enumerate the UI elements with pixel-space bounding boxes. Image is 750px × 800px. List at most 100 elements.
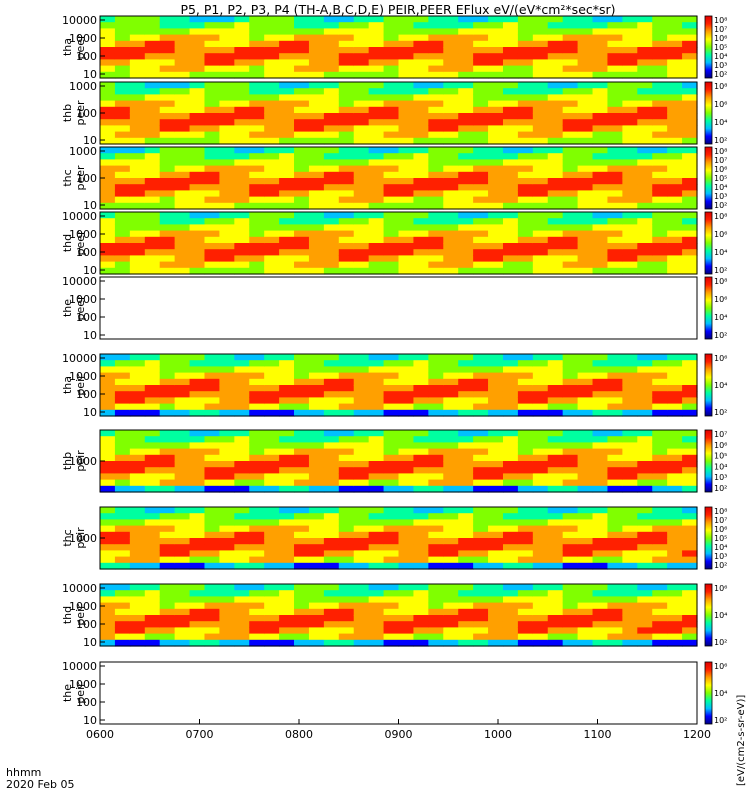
spectrogram-cell: [174, 544, 191, 551]
spectrogram-cell: [547, 88, 564, 95]
spectrogram-cell: [488, 88, 504, 95]
spectrogram-cell: [488, 621, 504, 628]
y-tick-label: 10: [83, 264, 97, 277]
spectrogram-cell: [234, 409, 250, 417]
spectrogram-cell: [622, 513, 638, 520]
spectrogram-cell: [502, 639, 519, 647]
spectrogram-cell: [562, 467, 579, 474]
spectrogram-cell: [532, 159, 549, 167]
spectrogram-cell: [607, 40, 623, 48]
spectrogram-cell: [428, 550, 444, 558]
spectrogram-cell: [607, 230, 623, 238]
spectrogram-cell: [323, 366, 340, 374]
spectrogram-cell: [532, 360, 549, 367]
spectrogram-cell: [189, 360, 206, 367]
spectrogram-cell: [458, 131, 474, 139]
spectrogram-cell: [398, 22, 415, 29]
spectrogram-cell: [637, 550, 653, 558]
colorbar-tick-label: 10⁵: [714, 43, 727, 52]
spectrogram-cell: [353, 473, 370, 481]
spectrogram-cell: [592, 16, 609, 23]
spectrogram-cell: [234, 249, 250, 256]
spectrogram-cell: [264, 100, 280, 108]
spectrogram-cell: [249, 627, 265, 635]
spectrogram-cell: [413, 178, 429, 185]
spectrogram-cell: [428, 436, 444, 443]
spectrogram-cell: [473, 159, 489, 167]
spectrogram-cell: [488, 436, 504, 443]
panel-instrument-label: peir: [74, 450, 87, 472]
spectrogram-cell: [249, 473, 265, 481]
spectrogram-cell: [279, 53, 295, 60]
spectrogram-cell: [338, 243, 355, 250]
spectrogram-cell: [338, 442, 355, 450]
spectrogram-cell: [264, 47, 280, 54]
spectrogram-cell: [159, 125, 176, 133]
spectrogram-cell: [622, 391, 638, 398]
spectrogram-cell: [428, 507, 444, 514]
spectrogram-cell: [607, 236, 623, 244]
spectrogram-cell: [607, 550, 623, 558]
spectrogram-cell: [264, 28, 280, 36]
spectrogram-cell: [308, 627, 325, 635]
spectrogram-cell: [159, 147, 176, 154]
spectrogram-cell: [159, 538, 176, 545]
spectrogram-cell: [114, 255, 131, 263]
spectrogram-cell: [473, 562, 489, 570]
spectrogram-cell: [249, 584, 265, 591]
spectrogram-cell: [100, 159, 116, 167]
spectrogram-cell: [443, 602, 459, 610]
spectrogram-cell: [129, 519, 146, 527]
spectrogram-cell: [622, 34, 638, 42]
spectrogram-cell: [144, 513, 161, 520]
spectrogram-cell: [129, 88, 146, 95]
spectrogram-cell: [607, 590, 623, 597]
spectrogram-cell: [682, 16, 698, 23]
spectrogram-cell: [383, 212, 400, 219]
spectrogram-cell: [652, 131, 668, 139]
spectrogram-cell: [682, 202, 698, 210]
spectrogram-cell: [532, 590, 549, 597]
panel-probe-label: thd: [61, 234, 74, 252]
panel-frame: [99, 276, 698, 340]
spectrogram-cell: [219, 519, 235, 527]
spectrogram-cell: [622, 230, 638, 238]
spectrogram-cell: [458, 473, 474, 481]
spectrogram-cell: [547, 360, 564, 367]
spectrogram-cell: [338, 485, 355, 493]
spectrogram-cell: [473, 125, 489, 133]
spectrogram-cell: [547, 137, 564, 145]
spectrogram-cell: [592, 544, 609, 551]
spectrogram-cell: [323, 403, 340, 411]
spectrogram-cell: [443, 113, 459, 120]
panel-probe-label: thc: [61, 529, 74, 546]
spectrogram-cell: [353, 261, 370, 269]
spectrogram-cell: [607, 47, 623, 54]
spectrogram-cell: [100, 171, 116, 179]
spectrogram-cell: [174, 190, 191, 198]
spectrogram-cell: [144, 212, 161, 219]
spectrogram-cell: [532, 531, 549, 539]
x-tick-label: 0600: [86, 728, 114, 741]
spectrogram-cell: [114, 71, 131, 79]
spectrogram-cell: [294, 267, 310, 275]
spectrogram-cell: [488, 602, 504, 610]
spectrogram-cell: [129, 218, 146, 225]
spectrogram-cell: [308, 113, 325, 120]
spectrogram-cell: [517, 602, 534, 610]
spectrogram-cell: [129, 473, 146, 481]
spectrogram-cell: [189, 40, 206, 48]
spectrogram-cell: [428, 22, 444, 29]
spectrogram-cell: [517, 255, 534, 263]
spectrogram-cell: [279, 513, 295, 520]
spectrogram-cell: [443, 473, 459, 481]
spectrogram-cell: [473, 473, 489, 481]
spectrogram-cell: [592, 372, 609, 380]
spectrogram-cell: [383, 165, 400, 173]
spectrogram-cell: [532, 596, 549, 604]
spectrogram-cell: [383, 119, 400, 126]
spectrogram-cell: [279, 22, 295, 29]
spectrogram-cell: [458, 544, 474, 551]
spectrogram-cell: [443, 243, 459, 250]
spectrogram-cell: [353, 633, 370, 641]
